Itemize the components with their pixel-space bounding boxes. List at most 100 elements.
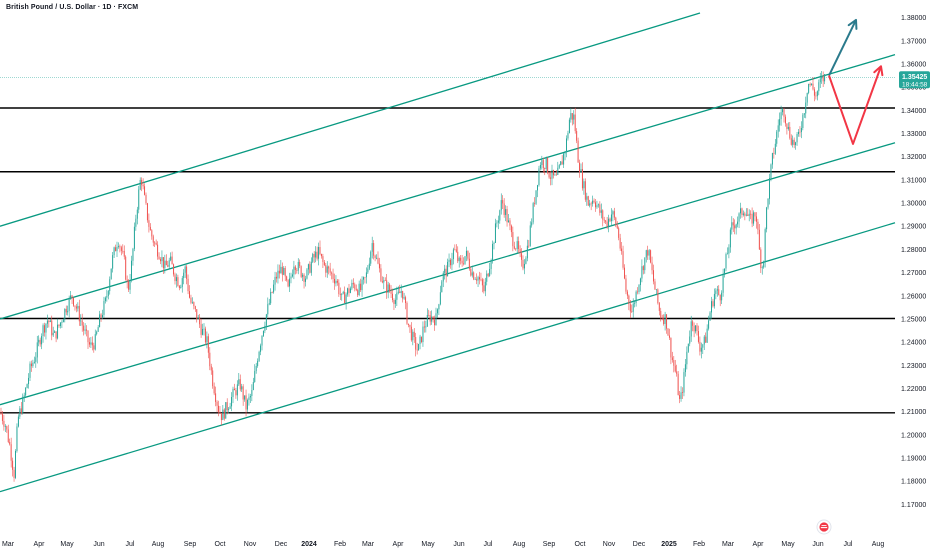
candle-body-68 bbox=[99, 314, 101, 328]
candle-body-11 bbox=[16, 426, 18, 452]
candle-body-228 bbox=[331, 272, 333, 274]
time-axis[interactable]: Mar Apr May Jun Jul Aug Sep Oct Nov Dec 2024 Feb Mar… bbox=[2, 541, 884, 548]
candle-body-209 bbox=[303, 274, 305, 282]
candle-body-251 bbox=[364, 277, 366, 278]
time-tick-label: Feb bbox=[693, 541, 705, 548]
candle-body-212 bbox=[307, 264, 309, 270]
candle-body-512 bbox=[742, 213, 744, 215]
candle-body-372 bbox=[539, 165, 541, 169]
chart-title: British Pound / U.S. Dollar · 1D · FXCM bbox=[6, 4, 139, 11]
candle-body-125 bbox=[181, 278, 183, 287]
price-tick-label: 1.38000 bbox=[901, 15, 926, 22]
candle-body-102 bbox=[148, 220, 150, 227]
candle-body-186 bbox=[270, 292, 272, 304]
candle-body-175 bbox=[254, 371, 256, 383]
candle-body-197 bbox=[286, 276, 288, 281]
candle-body-192 bbox=[278, 270, 280, 274]
candle-body-344 bbox=[499, 210, 501, 221]
price-tick-label: 1.21000 bbox=[901, 409, 926, 416]
price-tick-label: 1.28000 bbox=[901, 247, 926, 254]
candle-body-289 bbox=[419, 336, 421, 344]
candle-body-320 bbox=[464, 256, 466, 264]
candle-body-297 bbox=[431, 316, 433, 322]
candle-body-537 bbox=[779, 119, 781, 126]
time-tick-label: Oct bbox=[215, 541, 226, 548]
candle-body-108 bbox=[157, 244, 159, 257]
candle-body-147 bbox=[213, 386, 215, 394]
bullish-projection-arrow bbox=[828, 19, 857, 76]
candle-body-463 bbox=[671, 357, 673, 361]
candle-body-487 bbox=[706, 328, 708, 343]
candle-body-242 bbox=[351, 282, 353, 289]
candle-body-171 bbox=[248, 397, 250, 400]
candle-body-215 bbox=[312, 253, 314, 262]
candle-body-57 bbox=[83, 325, 85, 331]
candle-body-418 bbox=[606, 221, 608, 227]
candle-body-531 bbox=[770, 164, 772, 179]
candle-body-376 bbox=[545, 157, 547, 169]
candle-body-294 bbox=[426, 314, 428, 327]
candle-body-104 bbox=[151, 230, 153, 237]
candle-body-55 bbox=[80, 320, 82, 322]
candle-body-238 bbox=[345, 294, 347, 304]
candle-body-316 bbox=[458, 257, 460, 262]
candle-body-34 bbox=[49, 320, 51, 323]
candle-body-172 bbox=[249, 395, 251, 398]
candle-body-383 bbox=[555, 174, 557, 176]
candle-body-335 bbox=[486, 273, 488, 282]
horizontal-levels bbox=[0, 107, 895, 414]
candle-body-410 bbox=[595, 202, 596, 208]
candle-body-5 bbox=[7, 429, 9, 443]
price-tick-label: 1.29000 bbox=[901, 224, 926, 231]
candle-body-223 bbox=[323, 261, 325, 266]
candle-body-217 bbox=[315, 251, 317, 258]
candle-body-340 bbox=[493, 242, 495, 244]
candle-body-120 bbox=[174, 274, 176, 282]
candle-body-110 bbox=[160, 259, 161, 262]
candle-body-84 bbox=[122, 250, 124, 252]
time-tick-label: May bbox=[421, 541, 435, 548]
candle-body-283 bbox=[410, 326, 412, 341]
candle-body-341 bbox=[494, 223, 496, 243]
candle-body-126 bbox=[183, 272, 185, 279]
candle-body-159 bbox=[231, 396, 233, 407]
candle-body-420 bbox=[609, 218, 611, 222]
candle-body-225 bbox=[326, 266, 328, 273]
candle-body-454 bbox=[658, 303, 660, 311]
price-tick-label: 1.26000 bbox=[901, 293, 926, 300]
candle-body-363 bbox=[526, 245, 528, 259]
candle-body-493 bbox=[715, 290, 717, 294]
candle-body-141 bbox=[204, 328, 206, 343]
candle-body-269 bbox=[390, 291, 392, 294]
tradingview-logo-icon[interactable] bbox=[816, 519, 832, 535]
candle-body-219 bbox=[318, 247, 320, 259]
candle-body-562 bbox=[815, 95, 817, 97]
candle-body-539 bbox=[782, 109, 784, 113]
candle-body-404 bbox=[586, 196, 588, 200]
candle-body-87 bbox=[126, 279, 128, 282]
candle-body-357 bbox=[518, 241, 520, 249]
candle-body-425 bbox=[616, 225, 618, 229]
candle-body-546 bbox=[792, 139, 794, 145]
time-tick-label: Jun bbox=[453, 541, 464, 548]
candle-body-358 bbox=[519, 248, 521, 254]
candle-body-145 bbox=[210, 366, 212, 371]
candle-body-461 bbox=[668, 335, 670, 338]
candle-body-328 bbox=[476, 279, 478, 281]
candle-body-203 bbox=[294, 266, 296, 271]
candle-body-44 bbox=[64, 308, 66, 320]
candle-body-111 bbox=[161, 257, 163, 262]
candle-body-101 bbox=[146, 203, 148, 221]
candle-body-21 bbox=[30, 363, 32, 367]
price-axis[interactable]: 1.17000 1.18000 1.19000 1.20000 1.21000 1.220… bbox=[901, 15, 926, 509]
candle-body-415 bbox=[602, 210, 604, 220]
candle-body-421 bbox=[610, 214, 612, 222]
candle-body-148 bbox=[215, 393, 217, 402]
candle-body-329 bbox=[477, 277, 479, 281]
candle-body-407 bbox=[590, 203, 592, 205]
candle-body-77 bbox=[112, 255, 114, 269]
time-tick-label: May bbox=[781, 541, 795, 548]
candle-body-439 bbox=[637, 291, 639, 293]
candle-body-500 bbox=[725, 254, 727, 269]
